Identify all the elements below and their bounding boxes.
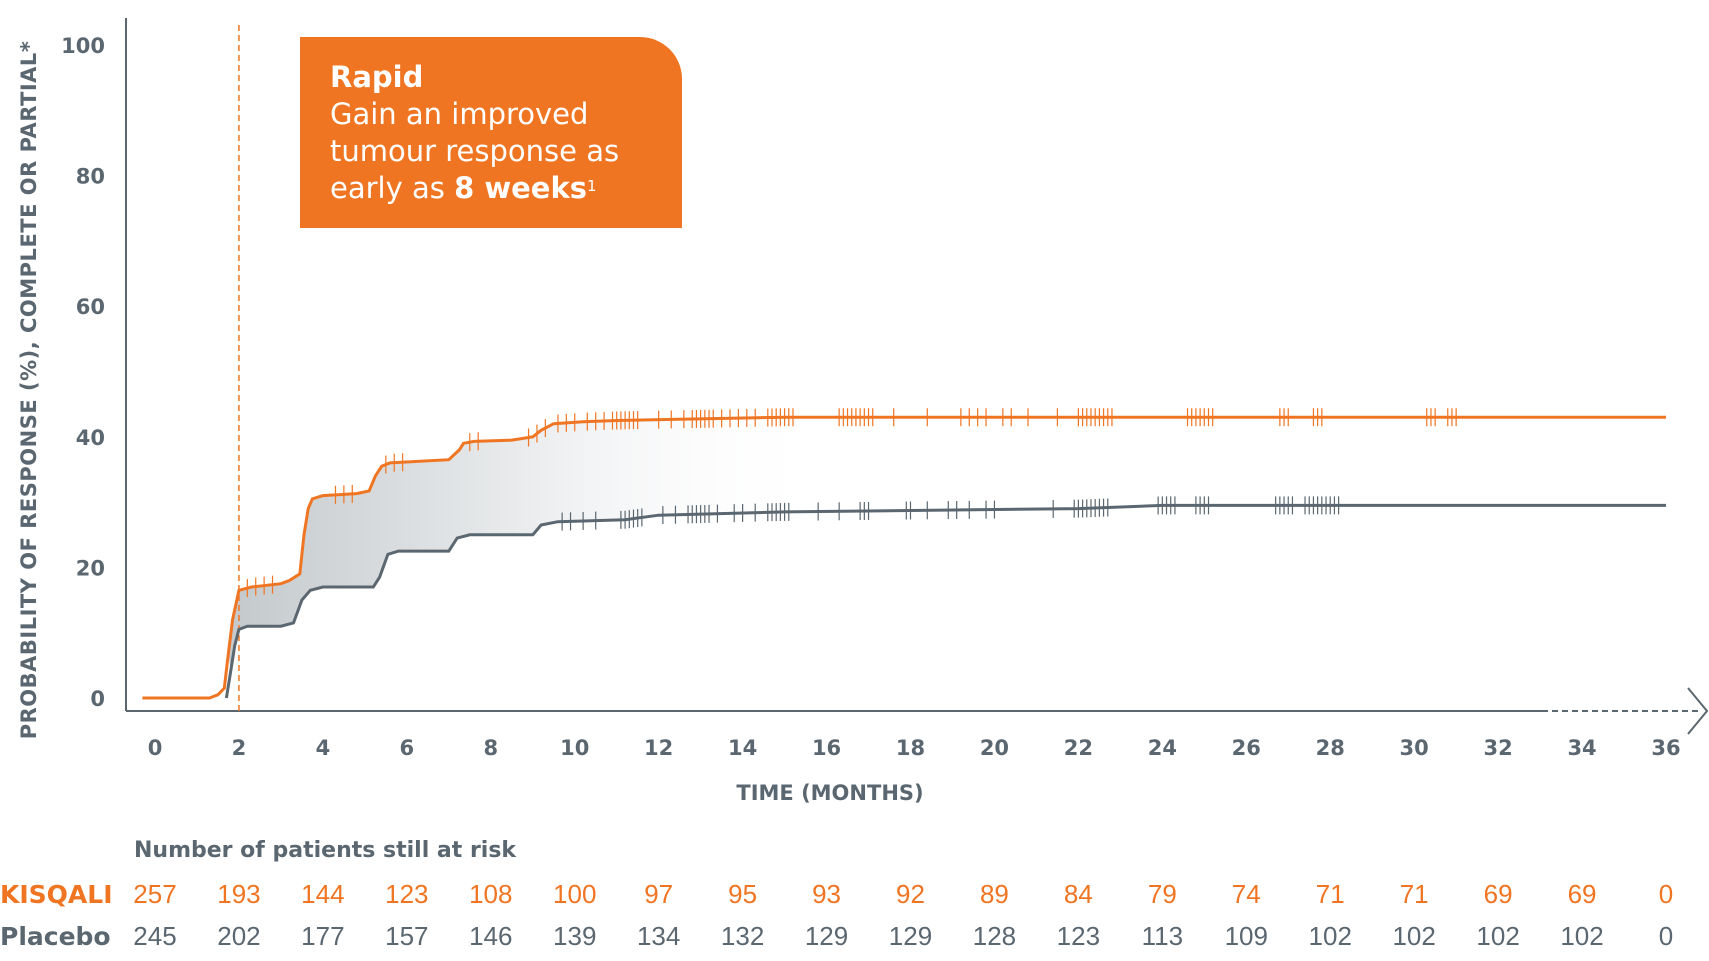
band-fill (228, 417, 1666, 672)
x-tick-label: 32 (1483, 736, 1512, 760)
censor-marks (246, 408, 1457, 598)
x-tick-label: 30 (1400, 736, 1429, 760)
risk-cell: 144 (301, 879, 345, 909)
callout-footnote: 1 (587, 177, 597, 195)
risk-cell: 79 (1147, 879, 1177, 909)
kisqali-line (142, 415, 1666, 700)
risk-cell: 100 (553, 879, 597, 909)
callout-title: Rapid (330, 60, 424, 94)
risk-cell: 123 (1056, 921, 1101, 951)
x-tick-label: 16 (812, 736, 841, 760)
x-tick-label: 24 (1148, 736, 1177, 760)
risk-cell: 84 (1063, 879, 1093, 909)
x-tick-label: 6 (400, 736, 415, 760)
y-tick-label: 80 (76, 165, 105, 189)
y-tick-label: 20 (76, 556, 105, 580)
risk-cell: 102 (1392, 921, 1436, 951)
axes (125, 18, 1709, 735)
risk-cell: 123 (385, 879, 429, 909)
risk-cell: 71 (1315, 879, 1345, 909)
risk-cell: 102 (1560, 921, 1604, 951)
risk-cell: 134 (636, 921, 681, 951)
callout-line-3: early as 8 weeks1 (330, 170, 656, 207)
risk-cell: 139 (553, 921, 597, 951)
y-axis-label: PROBABILITY OF RESPONSE (%), COMPLETE OR… (17, 41, 41, 740)
y-tick-label: 60 (76, 295, 105, 319)
y-tick-labels: 100 80 60 40 20 0 (61, 34, 105, 711)
x-tick-label: 2 (232, 736, 247, 760)
x-tick-label: 26 (1232, 736, 1261, 760)
risk-row-label: KISQALI (0, 880, 113, 909)
risk-cell: 89 (979, 879, 1009, 909)
risk-table-title: Number of patients still at risk (134, 838, 517, 863)
risk-cell: 245 (133, 921, 177, 951)
risk-cell: 108 (469, 879, 513, 909)
x-tick-label: 4 (316, 736, 331, 760)
risk-cell: 69 (1567, 879, 1597, 909)
callout-highlight: 8 weeks (454, 171, 588, 205)
x-tick-labels: 0 2 4 6 8 10 12 14 16 18 20 22 24 26 28 30 32 34 36 (148, 736, 1681, 760)
risk-cell: 129 (804, 921, 849, 951)
callout-line-3-prefix: early as (330, 171, 455, 205)
x-tick-label: 12 (644, 736, 673, 760)
x-axis-arrow (1687, 687, 1709, 735)
risk-cell: 257 (133, 879, 177, 909)
risk-cell: 95 (728, 879, 758, 909)
x-tick-label: 18 (896, 736, 925, 760)
placebo-line (224, 503, 1666, 699)
callout-line-2: tumour response as (330, 134, 620, 168)
x-tick-label: 36 (1651, 736, 1680, 760)
x-tick-label: 8 (483, 736, 498, 760)
risk-cell: 74 (1231, 879, 1261, 909)
x-tick-label: 20 (980, 736, 1009, 760)
x-tick-label: 22 (1064, 736, 1093, 760)
risk-cell: 177 (301, 921, 345, 951)
risk-cell: 129 (888, 921, 933, 951)
x-tick-label: 10 (560, 736, 589, 760)
risk-cell: 69 (1483, 879, 1513, 909)
y-tick-label: 0 (90, 687, 105, 711)
risk-cell: 97 (644, 879, 674, 909)
x-tick-label: 0 (148, 736, 163, 760)
rapid-callout: Rapid Gain an improved tumour response a… (300, 37, 682, 228)
risk-cell: 146 (469, 921, 513, 951)
x-tick-label: 14 (728, 736, 757, 760)
x-tick-label: 34 (1567, 736, 1596, 760)
risk-cell: 109 (1224, 921, 1268, 951)
risk-cell: 132 (720, 921, 765, 951)
y-tick-label: 100 (61, 34, 105, 58)
risk-cell: 128 (972, 921, 1017, 951)
risk-cell: 113 (1141, 921, 1184, 951)
x-tick-label: 28 (1316, 736, 1345, 760)
risk-cell: 71 (1399, 879, 1429, 909)
risk-cell: 92 (896, 879, 925, 909)
risk-cell: 0 (1658, 921, 1674, 951)
callout-line-1: Gain an improved (330, 97, 589, 131)
risk-cell: 193 (217, 879, 261, 909)
risk-cell: 102 (1308, 921, 1352, 951)
risk-cell: 93 (812, 879, 842, 909)
risk-row-label: Placebo (0, 922, 111, 951)
risk-cell: 157 (385, 921, 429, 951)
difference-band (228, 417, 1666, 672)
x-axis-label: TIME (MONTHS) (736, 781, 923, 805)
series-lines (142, 415, 1666, 700)
risk-cell: 102 (1476, 921, 1520, 951)
risk-cell: 202 (217, 921, 261, 951)
risk-cell: 0 (1658, 879, 1674, 909)
y-tick-label: 40 (76, 426, 105, 450)
